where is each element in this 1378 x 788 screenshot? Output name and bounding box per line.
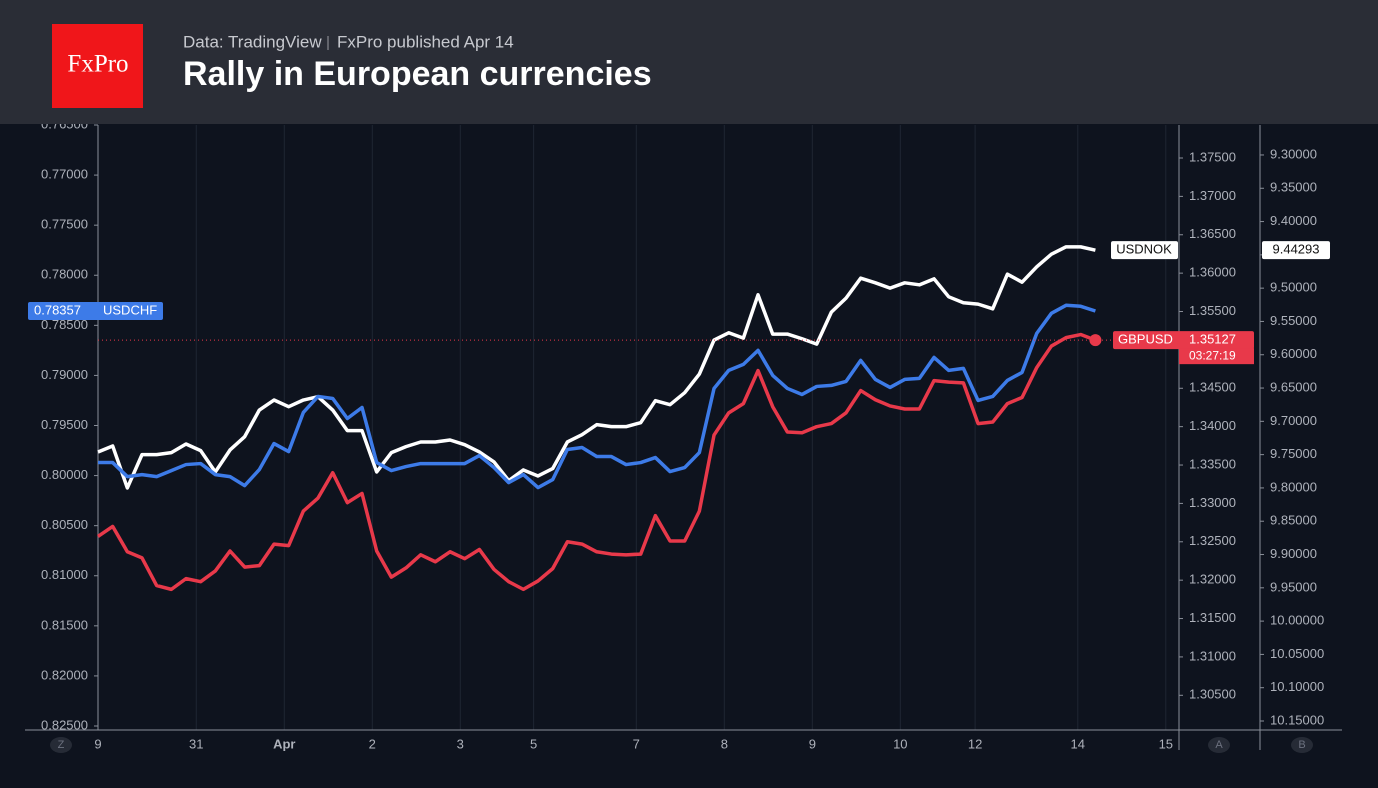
y3-tick-label: 10.05000 (1270, 646, 1324, 661)
x-tick-label: 5 (530, 736, 537, 751)
y2-tick-label: 1.36000 (1189, 265, 1236, 280)
control-button[interactable] (50, 737, 72, 753)
published: FxPro published Apr 14 (337, 32, 514, 51)
y3-tick-label: 10.10000 (1270, 679, 1324, 694)
y-tick-label: 0.82000 (41, 667, 88, 682)
y-tick-label: 0.82500 (41, 717, 88, 732)
y3-tick-label: 10.00000 (1270, 613, 1324, 628)
x-tick-label: 2 (369, 736, 376, 751)
y3-tick-label: 9.50000 (1270, 280, 1317, 295)
x-tick-label: 14 (1071, 736, 1085, 751)
y3-tick-label: 9.95000 (1270, 579, 1317, 594)
logo-text: FxPro (67, 51, 128, 78)
y3-tick-label: 9.65000 (1270, 379, 1317, 394)
y3-tick-label: 9.90000 (1270, 546, 1317, 561)
x-tick-label: 3 (457, 736, 464, 751)
y3-tick-label: 9.75000 (1270, 446, 1317, 461)
series-line (98, 303, 1096, 490)
logo (52, 24, 143, 108)
x-tick-label: 12 (968, 736, 982, 751)
series-line (97, 332, 1097, 592)
y3-tick-label: 9.80000 (1270, 479, 1317, 494)
control-button[interactable] (1291, 737, 1313, 753)
y2-tick-label: 1.37000 (1189, 188, 1236, 203)
y3-tick-label: 9.30000 (1270, 146, 1317, 161)
y2-tick-label: 1.33000 (1189, 495, 1236, 510)
y-tick-label: 0.79500 (41, 417, 88, 432)
value-label: 9.44293 (1273, 242, 1320, 257)
series-line (97, 245, 1096, 490)
value-label: 1.35127 (1189, 332, 1236, 347)
header (0, 0, 1378, 124)
x-tick-label: 9 (809, 736, 816, 751)
y2-tick-label: 1.35500 (1189, 303, 1236, 318)
y3-tick-label: 9.60000 (1270, 346, 1317, 361)
source: Data: TradingView (183, 32, 322, 51)
x-tick-label: 9 (94, 736, 101, 751)
y-tick-label: 0.81500 (41, 617, 88, 632)
y3-tick-label: 9.85000 (1270, 513, 1317, 528)
y3-tick-label: 9.40000 (1270, 213, 1317, 228)
legend-label: USDCHF (103, 302, 157, 317)
y2-tick-label: 1.30500 (1189, 687, 1236, 702)
y-tick-label: 0.79000 (41, 367, 88, 382)
last-point (1089, 334, 1102, 347)
y2-tick-label: 1.32000 (1189, 572, 1236, 587)
y2-tick-label: 1.36500 (1189, 226, 1236, 241)
y3-tick-label: 9.55000 (1270, 313, 1317, 328)
x-tick-label: 8 (721, 736, 728, 751)
y-tick-label: 0.78500 (41, 317, 88, 332)
x-tick-label: 15 (1159, 736, 1173, 751)
x-tick-label: 10 (893, 736, 907, 751)
value-badge (28, 302, 163, 321)
plot: 931Apr235789101214150.765000.770000.7750… (25, 116, 1342, 751)
y-tick-label: 0.77500 (41, 217, 88, 232)
x-tick-label: 7 (633, 736, 640, 751)
y2-tick-label: 1.34000 (1189, 418, 1236, 433)
y-tick-label: 0.77000 (41, 167, 88, 182)
legend-badge (1111, 241, 1178, 260)
y2-tick-label: 1.33500 (1189, 456, 1236, 471)
control-label[interactable]: B (1298, 739, 1305, 751)
y2-tick-label: 1.31500 (1189, 610, 1236, 625)
y3-tick-label: 9.35000 (1270, 180, 1317, 195)
y2-tick-label: 1.37500 (1189, 149, 1236, 164)
y2-tick-label: 1.32500 (1189, 533, 1236, 548)
countdown-badge (1179, 348, 1254, 365)
value-badge (1262, 241, 1330, 260)
y2-tick-label: 1.34500 (1189, 380, 1236, 395)
y3-tick-label: 9.70000 (1270, 413, 1317, 428)
control-label[interactable]: A (1215, 739, 1223, 751)
control-label[interactable]: Z (58, 739, 65, 751)
y-tick-label: 0.80500 (41, 517, 88, 532)
y2-tick-label: 1.31000 (1189, 648, 1236, 663)
chart-title: Rally in European currencies (183, 55, 652, 93)
legend-label: GBPUSD (1118, 332, 1173, 347)
y-tick-label: 0.80000 (41, 467, 88, 482)
x-tick-label: Apr (273, 736, 295, 751)
y-tick-label: 0.81000 (41, 567, 88, 582)
y-tick-label: 0.78000 (41, 267, 88, 282)
value-label: 0.78357 (34, 302, 81, 317)
legend-label: USDNOK (1116, 242, 1172, 257)
y3-tick-label: 10.15000 (1270, 712, 1324, 727)
countdown: 03:27:19 (1189, 348, 1236, 362)
control-button[interactable] (1208, 737, 1230, 753)
legend-badge (1113, 331, 1254, 350)
x-tick-label: 31 (189, 736, 203, 751)
